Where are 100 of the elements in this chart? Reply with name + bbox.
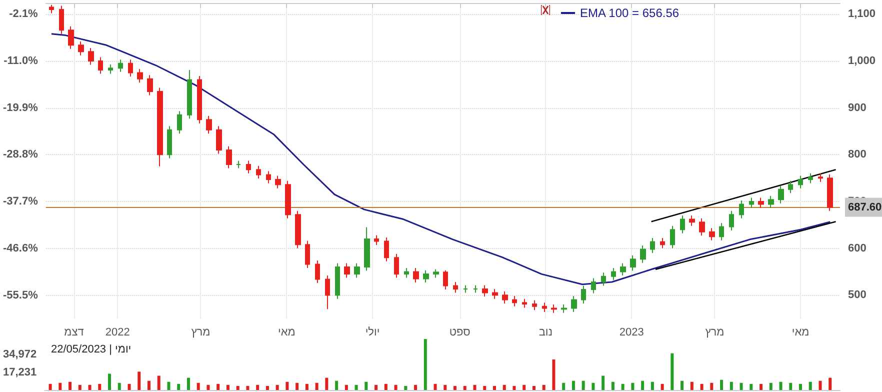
candlestick bbox=[739, 200, 744, 219]
y2-tick-label: -46.6% bbox=[2, 242, 38, 254]
bar bbox=[354, 384, 358, 390]
bar bbox=[680, 380, 684, 390]
candlestick bbox=[561, 304, 567, 314]
candlestick bbox=[147, 74, 153, 96]
bar bbox=[552, 359, 556, 390]
candlestick bbox=[325, 274, 330, 310]
candlestick bbox=[492, 288, 498, 300]
x-tick-label: 2022 bbox=[105, 326, 130, 338]
bar bbox=[335, 380, 338, 390]
y-tick-label: 900 bbox=[848, 102, 866, 114]
candlestick bbox=[236, 160, 241, 169]
bar bbox=[414, 384, 418, 390]
bar bbox=[532, 386, 536, 390]
candlestick bbox=[808, 172, 813, 184]
candlestick bbox=[680, 215, 685, 234]
bar bbox=[779, 382, 782, 390]
bar bbox=[710, 382, 714, 390]
candlestick bbox=[611, 267, 616, 281]
bar bbox=[226, 384, 230, 390]
bar bbox=[572, 380, 575, 390]
bar bbox=[374, 384, 378, 390]
bar bbox=[384, 384, 388, 390]
bar bbox=[522, 384, 526, 390]
bar bbox=[325, 378, 328, 390]
candlestick bbox=[788, 180, 793, 194]
candlestick bbox=[798, 175, 803, 189]
bar bbox=[582, 380, 585, 390]
bar bbox=[808, 382, 812, 390]
candlestick bbox=[374, 234, 379, 246]
candlestick bbox=[246, 160, 251, 174]
bar bbox=[641, 380, 644, 390]
bar bbox=[246, 386, 250, 390]
bar bbox=[473, 384, 476, 390]
candlestick bbox=[226, 146, 232, 169]
bar bbox=[434, 384, 437, 390]
candlestick bbox=[108, 64, 113, 74]
bar bbox=[186, 378, 190, 390]
bar bbox=[394, 384, 398, 390]
line-series bbox=[50, 33, 831, 286]
y2-tick-label: -11.0% bbox=[4, 54, 38, 67]
candlestick bbox=[749, 197, 754, 209]
y2-tick-label: -2.1% bbox=[9, 8, 38, 20]
candlestick bbox=[167, 126, 172, 159]
bar bbox=[98, 384, 102, 390]
bar bbox=[266, 386, 269, 390]
bar bbox=[562, 382, 566, 390]
x-tick-label: מאי bbox=[278, 326, 296, 338]
candlestick bbox=[295, 210, 301, 249]
candlestick bbox=[699, 218, 705, 236]
bar bbox=[602, 376, 605, 390]
bar bbox=[424, 339, 427, 390]
bar bbox=[512, 386, 516, 390]
candlestick bbox=[344, 262, 350, 278]
candlestick bbox=[719, 222, 724, 241]
bar bbox=[720, 380, 724, 390]
x-tick-label: יולי bbox=[365, 326, 380, 338]
candlestick bbox=[512, 296, 517, 307]
bar bbox=[167, 382, 170, 390]
candlestick bbox=[197, 76, 202, 124]
candlestick bbox=[177, 110, 182, 134]
bar bbox=[740, 382, 743, 390]
bar bbox=[148, 380, 150, 390]
bar bbox=[364, 382, 368, 390]
candlestick bbox=[404, 267, 409, 278]
x-tick-label: מרץ bbox=[705, 326, 724, 338]
bar bbox=[660, 384, 664, 390]
bar bbox=[444, 384, 447, 390]
candlestick bbox=[305, 240, 310, 268]
candlestick bbox=[68, 26, 74, 50]
bar bbox=[138, 372, 141, 390]
bar bbox=[58, 382, 62, 390]
candlestick bbox=[709, 228, 715, 241]
candlestick bbox=[689, 215, 695, 226]
bar bbox=[769, 382, 772, 390]
bar bbox=[344, 384, 348, 390]
candlestick bbox=[256, 165, 261, 180]
bar bbox=[276, 384, 279, 390]
bar bbox=[789, 382, 792, 390]
candlestick bbox=[384, 237, 389, 262]
bar bbox=[818, 380, 822, 390]
candlestick bbox=[128, 59, 133, 77]
text: יומי | 22/05/2023 bbox=[51, 344, 132, 356]
bar bbox=[463, 386, 466, 390]
bar bbox=[454, 386, 457, 390]
candlestick bbox=[591, 278, 596, 294]
y-tick-label: 800 bbox=[848, 148, 866, 161]
bar bbox=[236, 386, 240, 390]
candlestick bbox=[88, 47, 94, 66]
candlestick bbox=[315, 260, 320, 284]
bar bbox=[760, 384, 763, 390]
bar bbox=[750, 384, 753, 390]
candlestick bbox=[266, 170, 271, 184]
candlestick bbox=[187, 69, 192, 120]
candlestick bbox=[137, 68, 143, 84]
x-tick-label: 2023 bbox=[619, 326, 644, 338]
candlestick bbox=[364, 226, 370, 272]
candlestick bbox=[275, 175, 281, 189]
bar bbox=[542, 384, 546, 390]
